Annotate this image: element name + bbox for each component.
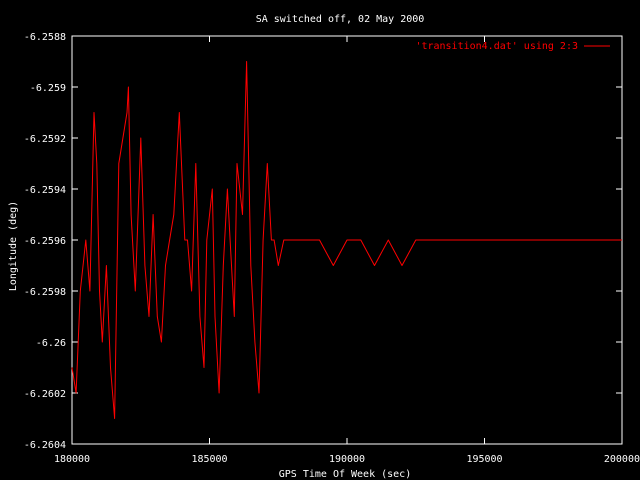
x-axis-label: GPS Time Of Week (sec) bbox=[279, 469, 411, 480]
x-tick-label: 195000 bbox=[466, 454, 502, 465]
legend: 'transition4.dat' using 2:3 bbox=[415, 41, 610, 52]
y-tick-label: -6.2596 bbox=[24, 236, 66, 247]
series-line bbox=[71, 61, 622, 419]
y-tick-label: -6.2598 bbox=[24, 287, 66, 298]
x-tick-label: 200000 bbox=[604, 454, 640, 465]
y-tick-label: -6.2604 bbox=[24, 440, 66, 451]
y-axis-label: Longitude (deg) bbox=[8, 201, 19, 291]
chart-title: SA switched off, 02 May 2000 bbox=[256, 14, 425, 25]
y-tick-label: -6.2588 bbox=[24, 32, 66, 43]
legend-label: 'transition4.dat' using 2:3 bbox=[415, 41, 578, 52]
y-tick-label: -6.259 bbox=[30, 83, 66, 94]
y-tick-label: -6.26 bbox=[36, 338, 66, 349]
y-tick-label: -6.2602 bbox=[24, 389, 66, 400]
x-tick-label: 185000 bbox=[191, 454, 227, 465]
axes: -6.2588 -6.259 -6.2592 -6.2594 -6.2596 -6.259… bbox=[24, 32, 640, 465]
x-tick-label: 190000 bbox=[329, 454, 365, 465]
series-group bbox=[71, 61, 622, 419]
y-tick-label: -6.2592 bbox=[24, 134, 66, 145]
x-tick-label: 180000 bbox=[54, 454, 90, 465]
y-tick-label: -6.2594 bbox=[24, 185, 66, 196]
